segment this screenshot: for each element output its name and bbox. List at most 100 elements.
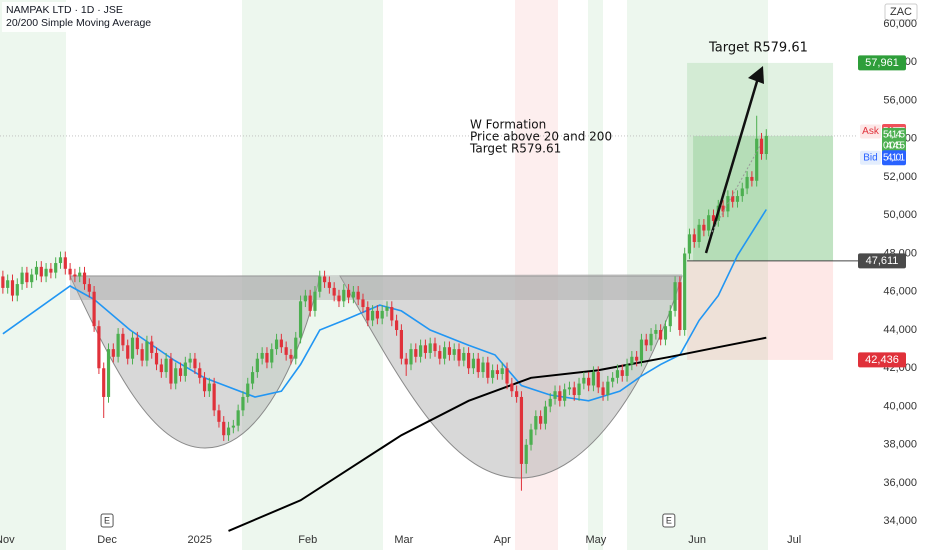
countdown: 04:04:55	[883, 141, 905, 152]
candle-body	[745, 176, 749, 189]
candle-body	[250, 372, 255, 384]
candle-body	[707, 215, 711, 231]
candle-body	[505, 368, 509, 384]
candle-body	[418, 345, 423, 357]
candle-body	[467, 352, 471, 369]
candle-body	[92, 291, 96, 327]
candle-body	[548, 398, 552, 407]
candle-body	[78, 272, 82, 277]
ask-label: Ask	[862, 126, 880, 137]
candle-body	[255, 358, 259, 373]
candle-body	[20, 272, 24, 285]
last-box	[882, 127, 906, 153]
candle-body	[553, 391, 557, 399]
candle-body	[174, 368, 178, 384]
candle-body	[121, 333, 125, 346]
candle-body	[217, 410, 221, 422]
candle-body	[687, 234, 692, 254]
candle-body	[327, 282, 331, 288]
candle-body	[539, 416, 543, 424]
header: NAMPAK LTD · 1D · JSE 20/200 Simple Movi…	[2, 2, 151, 32]
y-tick-label: 52,000	[883, 171, 917, 183]
x-tick-label: 2025	[187, 534, 211, 546]
bid-label-box	[860, 150, 881, 165]
candle-body	[385, 307, 389, 311]
candle-body	[6, 280, 10, 288]
candle-body	[183, 362, 187, 376]
candle-body	[577, 383, 581, 396]
candle-body	[279, 339, 283, 348]
candle-body	[342, 289, 346, 302]
candle-body	[543, 406, 548, 424]
candle-body	[226, 427, 231, 436]
candle-body	[659, 330, 663, 340]
candle-body	[102, 368, 106, 397]
candle-body	[510, 383, 514, 392]
position-tool	[0, 62, 858, 360]
candle-body	[207, 383, 211, 392]
candle-body	[731, 196, 735, 202]
candle-body	[668, 310, 672, 327]
candle-body	[764, 135, 768, 154]
candle-body	[644, 339, 648, 346]
stop-tag-box	[858, 352, 906, 368]
y-tick-label: 34,000	[883, 515, 917, 527]
candle-body	[202, 377, 207, 392]
x-tick-label: Apr	[494, 534, 511, 546]
candle-body	[486, 362, 490, 378]
candle-body	[572, 387, 576, 396]
candle-body	[1, 276, 5, 288]
candle-body	[443, 347, 447, 359]
candle-body	[44, 268, 48, 277]
candle-body	[270, 349, 274, 363]
candle-body	[111, 349, 115, 357]
candle-body	[106, 349, 111, 397]
candle-body	[601, 387, 605, 396]
candle-body	[68, 268, 72, 275]
candle-body	[423, 345, 427, 353]
y-tick-label: 60,000	[883, 18, 917, 30]
candle-body	[294, 337, 298, 359]
y-tick-label: 46,000	[883, 286, 917, 298]
event-box	[100, 513, 114, 528]
candle-body	[394, 320, 399, 330]
candle-body	[318, 276, 322, 292]
candle-body	[97, 326, 101, 369]
candle-body	[697, 224, 701, 242]
y-tick-label: 56,000	[883, 94, 917, 106]
currency-box	[884, 3, 918, 21]
x-tick-label: Jun	[688, 534, 706, 546]
candle-body	[457, 349, 461, 361]
candle-body	[154, 352, 159, 365]
y-tick-label: 50,000	[883, 209, 917, 221]
candle-body	[265, 352, 269, 363]
candle-body	[678, 282, 682, 330]
x-tick-label: Feb	[298, 534, 317, 546]
candle-body	[366, 307, 370, 321]
background	[0, 0, 768, 550]
candle-body	[635, 356, 639, 361]
candle-body	[702, 224, 706, 231]
candle-body	[313, 291, 317, 311]
candle-body	[759, 138, 764, 154]
candle-body	[274, 339, 279, 350]
candle-body	[750, 176, 754, 181]
candle-body	[198, 368, 202, 378]
candle-body	[620, 370, 624, 376]
candle-body	[582, 377, 586, 384]
candle-body	[289, 354, 293, 359]
annotation: Price above 20 and 200	[470, 130, 612, 144]
candle-body	[409, 349, 413, 365]
candle-body	[639, 339, 644, 361]
candle-body	[567, 387, 572, 390]
candle-body	[433, 343, 437, 352]
x-tick-label: Mar	[394, 534, 413, 546]
candle-body	[519, 396, 524, 464]
x-tick-label: Nov	[0, 534, 15, 546]
candle-body	[755, 138, 759, 181]
candle-body	[615, 370, 620, 378]
candle-body	[404, 358, 408, 365]
session-band	[627, 0, 768, 550]
candle-body	[241, 396, 245, 411]
candle-body	[25, 272, 29, 283]
